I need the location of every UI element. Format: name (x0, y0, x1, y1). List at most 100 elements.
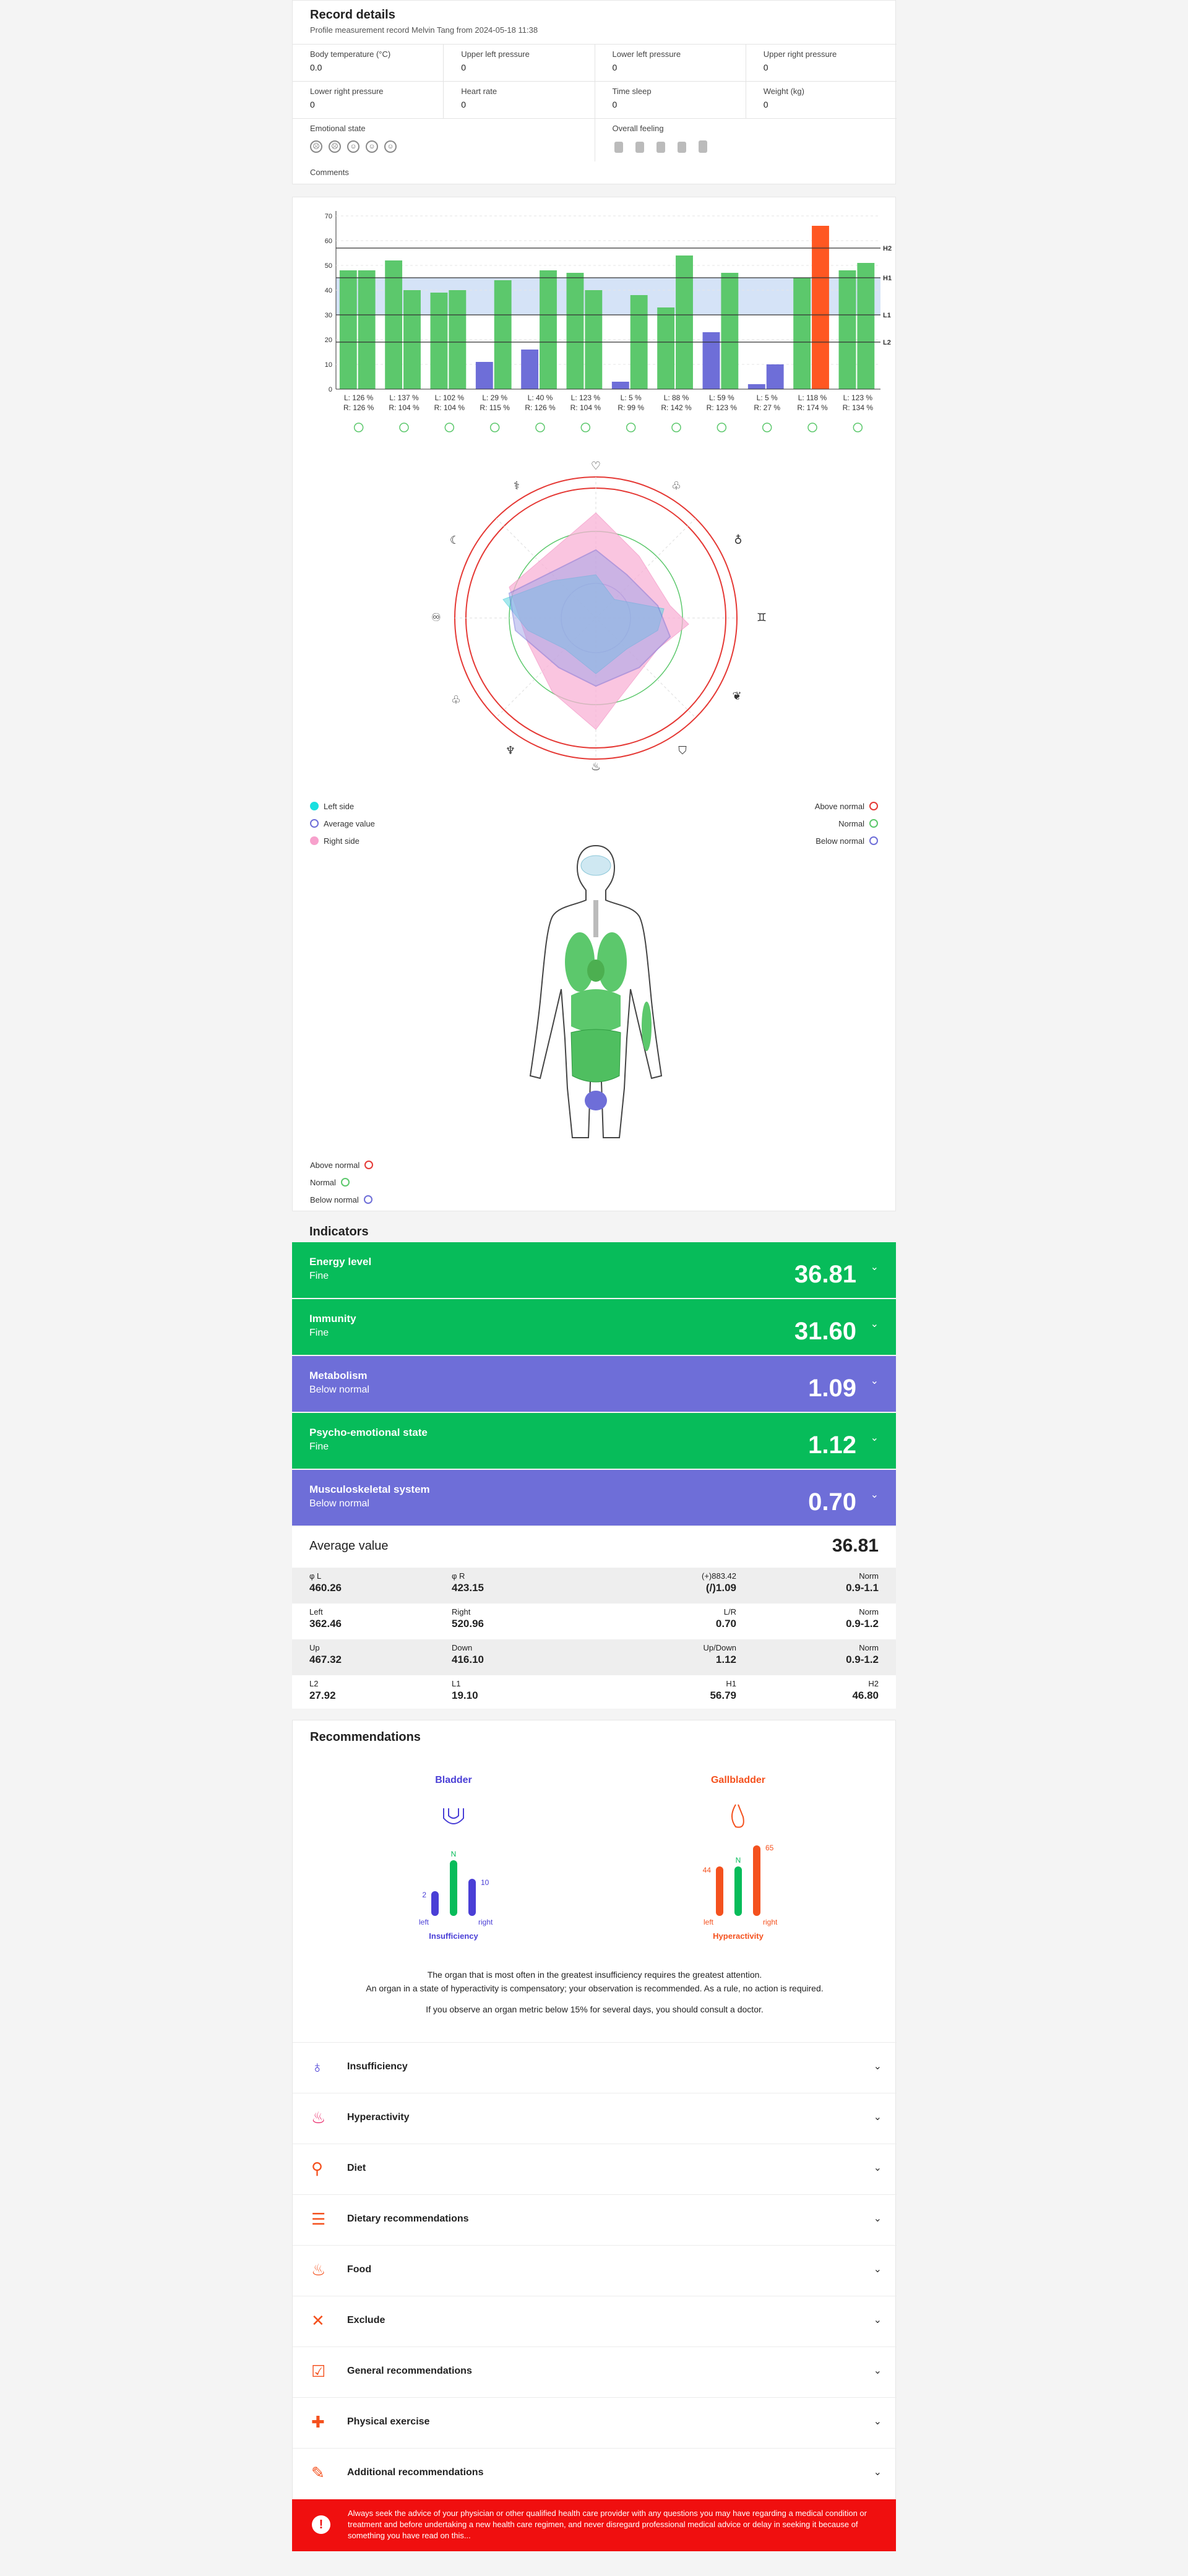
accordion-insufficiency[interactable]: ♁ Insufficiency ⌄ (293, 2042, 897, 2092)
bar-right-2 (449, 290, 467, 389)
general-recommendations-icon: ☑ (311, 2362, 326, 2381)
x-tick-label-right: R: 104 % (389, 403, 420, 412)
accordion-general-recommendations[interactable]: ☑ General recommendations ⌄ (293, 2346, 897, 2396)
indicator-energy-level[interactable]: Energy level Fine 36.81 ⌄ (292, 1242, 896, 1298)
indicator-metabolism[interactable]: Metabolism Below normal 1.09 ⌄ (292, 1356, 896, 1412)
accordion-label: Insufficiency (347, 2061, 408, 2072)
radar-colon-icon: ♆ (506, 744, 515, 757)
svg-text:2: 2 (422, 1891, 426, 1899)
chevron-down-icon[interactable]: ⌄ (873, 2213, 882, 2224)
average-value: 36.81 (832, 1535, 879, 1556)
battery-level-1-icon[interactable] (614, 142, 623, 153)
radar-kidney-icon: ♊ (757, 611, 767, 624)
accordion-additional-recommendations[interactable]: ✎ Additional recommendations ⌄ (293, 2448, 897, 2497)
indicator-psycho-emotional-state[interactable]: Psycho-emotional state Fine 1.12 ⌄ (292, 1413, 896, 1469)
x-tick-label-left: L: 123 % (571, 393, 601, 402)
chevron-down-icon: ⌄ (870, 1319, 879, 1329)
radar-shield-icon: ⛉ (678, 744, 687, 757)
chevron-down-icon: ⌄ (870, 1433, 879, 1443)
accordion-dietary-recommendations[interactable]: ☰ Dietary recommendations ⌄ (293, 2194, 897, 2244)
field-weight: Weight (kg) 0 (746, 81, 897, 118)
radar-stomach-icon: ☾ (450, 534, 460, 547)
chevron-down-icon[interactable]: ⌄ (873, 2366, 882, 2376)
bar-left-6 (611, 382, 629, 389)
x-tick-label-right: R: 115 % (480, 403, 510, 412)
accordion-physical-exercise[interactable]: ✚ Physical exercise ⌄ (293, 2397, 897, 2447)
y-tick-label: 40 (325, 287, 332, 294)
organ-icon (399, 423, 409, 432)
y-tick-label: 50 (325, 262, 332, 270)
radar-lungs-icon: ♧ (671, 479, 681, 492)
recommendations-title: Recommendations (310, 1730, 421, 1744)
medical-disclaimer-banner: ! Always seek the advice of your physici… (292, 2499, 896, 2551)
emotion-sad-icon[interactable]: ☹ (329, 140, 341, 153)
accordion-diet[interactable]: ⚲ Diet ⌄ (293, 2144, 897, 2193)
x-tick-label-left: L: 5 % (757, 393, 778, 402)
emotion-very-happy-icon[interactable]: ☺ (384, 140, 397, 153)
x-tick-label-left: L: 59 % (709, 393, 734, 402)
average-value-panel: Average value 36.81 φ L 460.26 φ R 423.15 … (292, 1527, 896, 1709)
field-time-sleep: Time sleep 0 (595, 81, 746, 118)
svg-text:44: 44 (703, 1866, 712, 1874)
bar-left-10 (793, 278, 811, 389)
y-tick-label: 0 (329, 386, 332, 393)
radar-bladder-icon: ♁ (734, 534, 742, 547)
organ-icon (535, 423, 545, 432)
bar-left-11 (838, 270, 856, 389)
field-upper-left-pressure: Upper left pressure 0 (444, 44, 595, 81)
organ-icon (853, 423, 863, 432)
comments-label: Comments (310, 168, 349, 177)
accordion-label: Hyperactivity (347, 2112, 410, 2123)
accordion-exclude[interactable]: ✕ Exclude ⌄ (293, 2296, 897, 2345)
chevron-down-icon[interactable]: ⌄ (873, 2467, 882, 2478)
x-tick-label-right: R: 27 % (754, 403, 780, 412)
emotion-very-sad-icon[interactable]: ☹ (310, 140, 322, 153)
accordion-label: Food (347, 2264, 372, 2275)
chevron-down-icon[interactable]: ⌄ (873, 2112, 882, 2123)
x-tick-label-left: L: 88 % (664, 393, 689, 402)
stat-row-phi: φ L 460.26 φ R 423.15 (+)883.42 (/)1.09 Nor… (292, 1568, 896, 1604)
battery-level-4-icon[interactable] (678, 142, 686, 153)
chevron-down-icon[interactable]: ⌄ (873, 2264, 882, 2275)
bar-right-9 (766, 364, 784, 389)
emotion-neutral-icon[interactable]: ☺ (347, 140, 359, 153)
chevron-down-icon[interactable]: ⌄ (873, 2416, 882, 2427)
accordion-label: Physical exercise (347, 2416, 430, 2427)
accordion-food[interactable]: ♨ Food ⌄ (293, 2245, 897, 2295)
indicator-immunity[interactable]: Immunity Fine 31.60 ⌄ (292, 1299, 896, 1355)
y-tick-label: 10 (325, 361, 332, 369)
x-tick-label-left: L: 102 % (435, 393, 465, 402)
battery-level-5-icon[interactable] (699, 140, 707, 153)
x-tick-label-right: R: 174 % (797, 403, 828, 412)
indicator-musculoskeletal-system[interactable]: Musculoskeletal system Below normal 0.70 ⌄ (292, 1470, 896, 1526)
y-tick-label: 60 (325, 238, 332, 245)
body-legend: Above normal Normal Below normal (310, 1156, 374, 1208)
radar-heart-icon: ♡ (591, 460, 601, 473)
battery-level-3-icon[interactable] (656, 142, 665, 153)
bar-left-0 (339, 270, 357, 389)
x-tick-label-right: R: 99 % (618, 403, 644, 412)
battery-level-2-icon[interactable] (635, 142, 644, 153)
accordion-hyperactivity[interactable]: ♨ Hyperactivity ⌄ (293, 2093, 897, 2142)
chevron-down-icon[interactable]: ⌄ (873, 2163, 882, 2173)
chevron-down-icon: ⌄ (870, 1376, 879, 1386)
bar-right-1 (403, 290, 421, 389)
chevron-down-icon[interactable]: ⌄ (873, 2061, 882, 2072)
bladder-level-bars: 2 N 10 left right (419, 1808, 493, 1926)
svg-text:N: N (451, 1850, 457, 1858)
chevron-down-icon[interactable]: ⌄ (873, 2315, 882, 2325)
bar-left-4 (521, 350, 539, 389)
organ-icon (489, 423, 500, 432)
y-tick-label: 20 (325, 337, 332, 344)
gallbladder-icon (731, 1804, 744, 1828)
x-tick-label-left: L: 137 % (389, 393, 419, 402)
bladder-icon: ♁ (311, 2058, 324, 2076)
overall-feeling-icons (614, 140, 707, 153)
organ-icon (807, 423, 817, 432)
emotion-happy-icon[interactable]: ☺ (366, 140, 378, 153)
bar-right-8 (721, 273, 739, 389)
x-tick-label-left: L: 123 % (843, 393, 873, 402)
reference-label-H2: H2 (883, 245, 892, 252)
x-tick-label-left: L: 40 % (528, 393, 553, 402)
organ-icon (353, 423, 364, 432)
